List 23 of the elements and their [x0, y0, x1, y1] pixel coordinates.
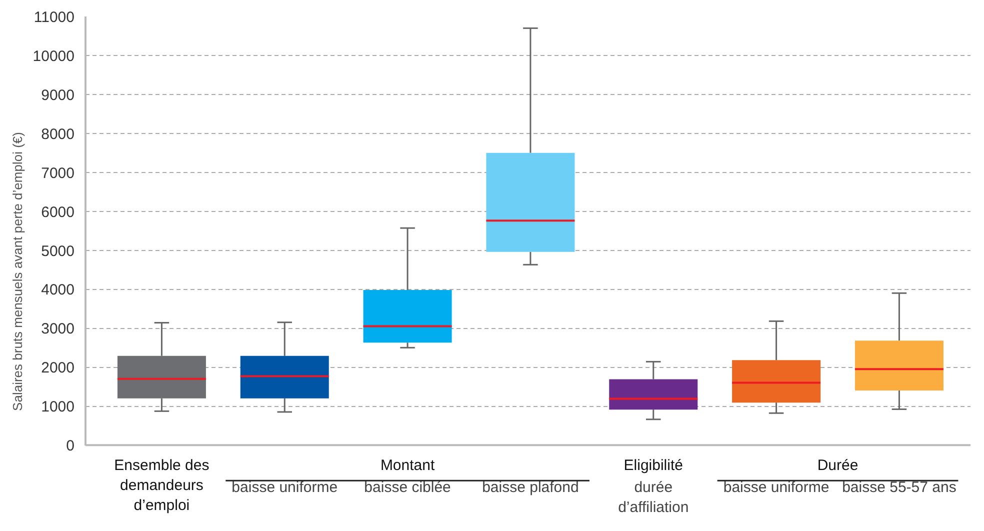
- y-tick-label: 10000: [32, 48, 75, 65]
- y-tick-label: 7000: [41, 164, 75, 182]
- y-axis-title: Salaires bruts mensuels avant perte d’emploi (€): [10, 132, 25, 411]
- y-tick-label: 4000: [41, 282, 75, 299]
- x-tick-label: baisse 55-57 ans: [842, 479, 956, 496]
- y-tick-label: 8000: [41, 126, 75, 143]
- text: Montant: [380, 457, 436, 474]
- y-tick-label: 0: [66, 438, 74, 455]
- x-tick-label: baisse ciblée: [364, 479, 451, 496]
- text: Durée: [817, 457, 858, 474]
- x-tick-label: durée d’affiliation: [618, 479, 689, 516]
- x-tick-label: baisse plafond: [482, 479, 579, 496]
- x-tick-label: baisse uniforme: [232, 479, 338, 496]
- y-tick-label: 5000: [41, 242, 75, 260]
- y-tick-label: 1000: [41, 398, 75, 416]
- y-tick-label: 2000: [41, 360, 75, 377]
- y-tick-label: 9000: [41, 86, 75, 104]
- text: Eligibilité: [624, 457, 683, 474]
- y-tick-label: 11000: [34, 9, 75, 26]
- x-tick-label: baisse uniforme: [723, 479, 830, 496]
- y-tick-label: 3000: [41, 320, 75, 338]
- y-tick-label: 6000: [41, 204, 75, 221]
- x-tick-label: Ensemble des demandeurs d’emploi: [114, 457, 210, 514]
